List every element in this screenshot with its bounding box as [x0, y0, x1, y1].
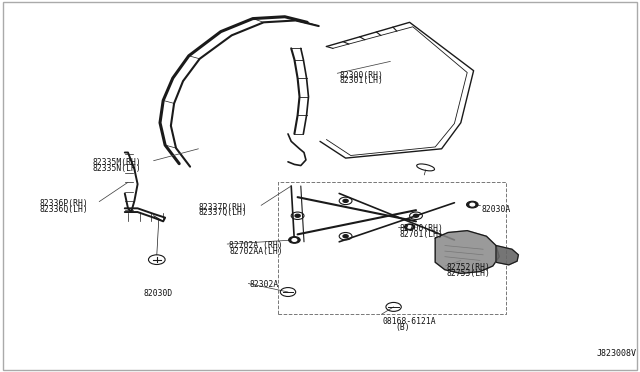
Text: 82700(RH): 82700(RH) [400, 224, 444, 233]
Text: 82701(LH): 82701(LH) [400, 230, 444, 238]
Text: 08168-6121A: 08168-6121A [383, 317, 436, 326]
Text: 82702A (RH): 82702A (RH) [229, 241, 283, 250]
Circle shape [343, 199, 348, 202]
Text: (B): (B) [396, 323, 410, 331]
Text: 82301(LH): 82301(LH) [339, 76, 383, 85]
Text: 82337Q(LH): 82337Q(LH) [198, 208, 247, 217]
Circle shape [295, 214, 300, 217]
Text: 82302A: 82302A [250, 280, 279, 289]
Text: 82335N(LH): 82335N(LH) [93, 164, 141, 173]
Polygon shape [496, 246, 518, 265]
Text: 82752(RH): 82752(RH) [447, 263, 491, 272]
Polygon shape [435, 231, 499, 273]
Text: J823008V: J823008V [596, 349, 637, 358]
Circle shape [343, 235, 348, 238]
Circle shape [413, 214, 419, 217]
Circle shape [292, 238, 297, 241]
Text: 82030A: 82030A [481, 205, 511, 214]
Circle shape [408, 226, 412, 228]
Text: 82337P(RH): 82337P(RH) [198, 203, 247, 212]
Circle shape [404, 224, 415, 230]
Circle shape [470, 203, 475, 206]
Text: 82753(LH): 82753(LH) [447, 269, 491, 278]
Circle shape [467, 201, 478, 208]
Text: 82336P(RH): 82336P(RH) [40, 199, 88, 208]
Text: 82336Q(LH): 82336Q(LH) [40, 205, 88, 214]
Text: 82030D: 82030D [144, 289, 173, 298]
Circle shape [289, 237, 300, 243]
Text: 82335M(RH): 82335M(RH) [93, 158, 141, 167]
Text: 82702AA(LH): 82702AA(LH) [229, 247, 283, 256]
Text: 82300(RH): 82300(RH) [339, 71, 383, 80]
